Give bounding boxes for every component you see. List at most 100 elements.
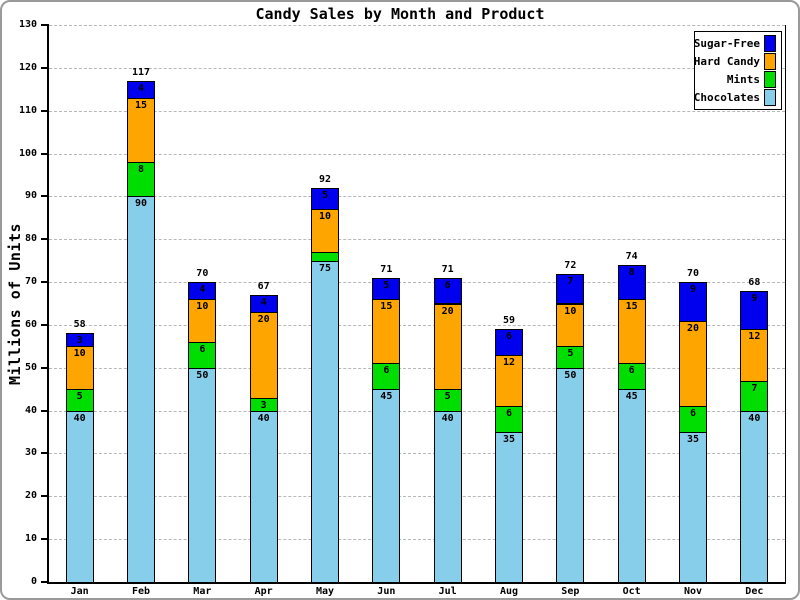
segment-sugar-free-dec: 9 xyxy=(740,290,769,331)
segment-value-label: 50 xyxy=(196,369,209,381)
y-tick-70 xyxy=(41,281,49,284)
x-tick-label-oct: Oct xyxy=(622,586,641,597)
segment-hard-candy-feb: 15 xyxy=(127,97,155,164)
legend-item-mints: Mints xyxy=(695,71,781,89)
segment-value-label: 7 xyxy=(567,275,574,287)
y-tick-label-20: 20 xyxy=(24,490,37,502)
gridline-10 xyxy=(49,539,785,541)
segment-value-label: 12 xyxy=(502,356,516,368)
gridline-90 xyxy=(49,196,785,198)
y-tick-label-0: 0 xyxy=(30,576,37,587)
x-tick-label-feb: Feb xyxy=(131,586,151,597)
x-tick-label-jan: Jan xyxy=(70,586,89,597)
segment-value-label: 35 xyxy=(686,434,700,446)
segment-value-label: 75 xyxy=(318,262,332,274)
segment-value-label: 8 xyxy=(137,164,145,176)
segment-mints-may xyxy=(311,252,339,262)
segment-value-label: 40 xyxy=(257,412,270,424)
y-tick-label-30: 30 xyxy=(24,447,37,459)
segment-value-label: 6 xyxy=(505,331,513,343)
segment-mints-nov: 6 xyxy=(679,406,707,434)
bar-total-mar: 70 xyxy=(196,268,209,280)
y-tick-label-70: 70 xyxy=(24,276,37,288)
segment-mints-mar: 6 xyxy=(188,342,217,369)
segment-hard-candy-nov: 20 xyxy=(679,320,707,408)
segment-chocolates-sep: 50 xyxy=(556,367,585,583)
segment-chocolates-aug: 35 xyxy=(495,432,523,583)
legend-swatch-icon xyxy=(764,34,776,52)
segment-value-label: 10 xyxy=(318,211,332,223)
segment-value-label: 3 xyxy=(76,335,83,347)
bar-total-apr: 67 xyxy=(257,280,270,292)
segment-mints-apr: 3 xyxy=(249,397,278,412)
segment-chocolates-oct: 45 xyxy=(617,389,646,583)
segment-hard-candy-jul: 20 xyxy=(433,303,462,391)
y-axis-line xyxy=(47,25,49,584)
legend-swatch-icon xyxy=(764,89,776,107)
segment-chocolates-nov: 35 xyxy=(679,432,707,583)
segment-hard-candy-dec: 12 xyxy=(740,329,769,382)
legend-swatch-icon xyxy=(764,52,776,70)
bar-total-oct: 74 xyxy=(625,250,638,262)
bar-total-sep: 72 xyxy=(564,259,577,271)
segment-sugar-free-mar: 4 xyxy=(188,282,217,301)
y-tick-30 xyxy=(41,452,49,455)
segment-hard-candy-sep: 10 xyxy=(556,303,585,348)
x-tick-label-may: May xyxy=(315,586,335,597)
segment-value-label: 40 xyxy=(73,412,86,424)
segment-value-label: 7 xyxy=(751,382,758,394)
y-tick-label-50: 50 xyxy=(24,361,37,373)
segment-chocolates-jul: 40 xyxy=(433,410,462,583)
legend-item-hard-candy: Hard Candy xyxy=(694,52,781,70)
segment-mints-dec: 7 xyxy=(740,380,769,412)
y-tick-120 xyxy=(41,66,49,69)
gridline-60 xyxy=(49,324,785,326)
x-tick-label-jun: Jun xyxy=(377,586,396,597)
segment-value-label: 9 xyxy=(689,284,697,296)
gridline-80 xyxy=(49,239,785,241)
y-tick-20 xyxy=(41,495,49,498)
segment-value-label: 20 xyxy=(686,322,700,334)
segment-sugar-free-feb: 4 xyxy=(127,80,155,99)
segment-value-label: 10 xyxy=(196,301,209,313)
segment-chocolates-feb: 90 xyxy=(127,196,155,583)
segment-hard-candy-jan: 10 xyxy=(65,346,94,391)
segment-hard-candy-mar: 10 xyxy=(188,299,217,344)
segment-value-label: 35 xyxy=(502,434,516,446)
gridline-120 xyxy=(49,67,785,69)
segment-hard-candy-apr: 20 xyxy=(249,312,278,399)
segment-value-label: 3 xyxy=(260,399,267,411)
y-tick-label-90: 90 xyxy=(24,190,37,202)
segment-value-label: 6 xyxy=(505,408,513,420)
bar-total-feb: 117 xyxy=(131,66,151,78)
segment-value-label: 45 xyxy=(380,391,393,403)
segment-value-label: 40 xyxy=(441,412,454,424)
segment-mints-jul: 5 xyxy=(433,389,462,412)
y-tick-label-80: 80 xyxy=(24,233,37,245)
segment-value-label: 5 xyxy=(567,348,574,360)
y-tick-label-110: 110 xyxy=(18,104,37,116)
legend: Sugar-Free Hard Candy Mints Chocolates xyxy=(694,31,782,110)
segment-value-label: 15 xyxy=(625,301,638,313)
y-tick-label-60: 60 xyxy=(24,318,37,330)
gridline-100 xyxy=(49,153,785,155)
segment-chocolates-jun: 45 xyxy=(372,389,401,583)
segment-value-label: 6 xyxy=(199,344,206,356)
y-tick-label-100: 100 xyxy=(18,147,37,159)
y-tick-label-40: 40 xyxy=(24,404,37,416)
segment-chocolates-dec: 40 xyxy=(740,410,769,583)
segment-value-label: 4 xyxy=(137,82,145,94)
segment-value-label: 12 xyxy=(748,331,761,343)
y-tick-60 xyxy=(41,323,49,326)
x-tick-label-apr: Apr xyxy=(254,586,273,597)
segment-value-label: 4 xyxy=(260,296,267,308)
segment-value-label: 20 xyxy=(441,305,454,317)
segment-value-label: 5 xyxy=(444,391,451,403)
bar-total-jun: 71 xyxy=(380,263,393,275)
segment-mints-sep: 5 xyxy=(556,346,585,369)
segment-mints-aug: 6 xyxy=(495,406,523,434)
segment-hard-candy-jun: 15 xyxy=(372,299,401,365)
segment-value-label: 8 xyxy=(628,266,635,278)
segment-chocolates-may: 75 xyxy=(311,260,339,583)
